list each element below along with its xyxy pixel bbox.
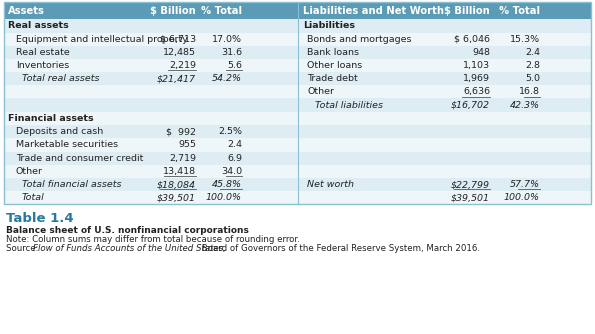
- Text: 13,418: 13,418: [163, 167, 196, 176]
- Text: Equipment and intellectual property: Equipment and intellectual property: [16, 35, 188, 44]
- Bar: [4, 46, 298, 59]
- Text: 12,485: 12,485: [163, 48, 196, 57]
- Text: Real assets: Real assets: [8, 21, 69, 30]
- Bar: [4, 191, 298, 204]
- Text: Assets: Assets: [8, 5, 45, 15]
- Bar: [298, 152, 591, 165]
- Text: 5.0: 5.0: [525, 74, 540, 83]
- Text: Other: Other: [307, 88, 334, 97]
- Text: $ Billion: $ Billion: [151, 5, 196, 15]
- Text: $ Billion: $ Billion: [444, 5, 490, 15]
- Text: Source:: Source:: [6, 244, 41, 253]
- Text: 6.9: 6.9: [227, 154, 242, 163]
- Text: Trade and consumer credit: Trade and consumer credit: [16, 154, 143, 163]
- Text: % Total: % Total: [499, 5, 540, 15]
- Bar: [4, 72, 298, 85]
- Bar: [4, 32, 298, 46]
- Text: Total financial assets: Total financial assets: [22, 180, 121, 189]
- Text: 2.5%: 2.5%: [218, 127, 242, 136]
- Bar: [298, 99, 591, 112]
- Bar: [298, 178, 591, 191]
- Text: 17.0%: 17.0%: [212, 35, 242, 44]
- Bar: [4, 2, 591, 204]
- Text: Liabilities: Liabilities: [303, 21, 355, 30]
- Text: Total real assets: Total real assets: [22, 74, 99, 83]
- Bar: [4, 138, 298, 152]
- Bar: [4, 2, 591, 19]
- Text: Table 1.4: Table 1.4: [6, 212, 74, 225]
- Bar: [4, 19, 298, 32]
- Bar: [298, 138, 591, 152]
- Text: 42.3%: 42.3%: [510, 101, 540, 110]
- Text: 948: 948: [472, 48, 490, 57]
- Text: Bank loans: Bank loans: [307, 48, 359, 57]
- Bar: [4, 59, 298, 72]
- Text: $39,501: $39,501: [157, 193, 196, 202]
- Bar: [4, 125, 298, 138]
- Text: 57.7%: 57.7%: [510, 180, 540, 189]
- Text: $22,799: $22,799: [451, 180, 490, 189]
- Text: 2.4: 2.4: [227, 141, 242, 150]
- Text: 100.0%: 100.0%: [206, 193, 242, 202]
- Text: % Total: % Total: [201, 5, 242, 15]
- Text: Board of Governors of the Federal Reserve System, March 2016.: Board of Governors of the Federal Reserv…: [199, 244, 480, 253]
- Bar: [298, 72, 591, 85]
- Text: Trade debt: Trade debt: [307, 74, 358, 83]
- Bar: [298, 191, 591, 204]
- Text: Real estate: Real estate: [16, 48, 70, 57]
- Text: 1,103: 1,103: [463, 61, 490, 70]
- Text: 45.8%: 45.8%: [212, 180, 242, 189]
- Text: 34.0: 34.0: [221, 167, 242, 176]
- Bar: [298, 19, 591, 32]
- Text: 5.6: 5.6: [227, 61, 242, 70]
- Text: $ 6,046: $ 6,046: [454, 35, 490, 44]
- Text: Inventories: Inventories: [16, 61, 69, 70]
- Bar: [4, 178, 298, 191]
- Text: 100.0%: 100.0%: [504, 193, 540, 202]
- Bar: [4, 112, 298, 125]
- Text: $  992: $ 992: [166, 127, 196, 136]
- Bar: [298, 125, 591, 138]
- Text: Bonds and mortgages: Bonds and mortgages: [307, 35, 412, 44]
- Text: Financial assets: Financial assets: [8, 114, 93, 123]
- Text: Total liabilities: Total liabilities: [315, 101, 383, 110]
- Bar: [298, 32, 591, 46]
- Bar: [298, 85, 591, 99]
- Text: Other: Other: [16, 167, 43, 176]
- Text: $18,084: $18,084: [157, 180, 196, 189]
- Text: 2,719: 2,719: [169, 154, 196, 163]
- Bar: [4, 152, 298, 165]
- Text: 2.4: 2.4: [525, 48, 540, 57]
- Text: 2,219: 2,219: [169, 61, 196, 70]
- Text: $16,702: $16,702: [451, 101, 490, 110]
- Text: Flow of Funds Accounts of the United States,: Flow of Funds Accounts of the United Sta…: [33, 244, 226, 253]
- Text: 31.6: 31.6: [221, 48, 242, 57]
- Text: Other loans: Other loans: [307, 61, 362, 70]
- Text: 1,969: 1,969: [463, 74, 490, 83]
- Bar: [4, 165, 298, 178]
- Text: Deposits and cash: Deposits and cash: [16, 127, 104, 136]
- Text: 2.8: 2.8: [525, 61, 540, 70]
- Text: 15.3%: 15.3%: [510, 35, 540, 44]
- Text: $ 6,713: $ 6,713: [160, 35, 196, 44]
- Text: 955: 955: [178, 141, 196, 150]
- Text: $21,417: $21,417: [157, 74, 196, 83]
- Text: Note: Column sums may differ from total because of rounding error.: Note: Column sums may differ from total …: [6, 235, 300, 244]
- Bar: [4, 99, 298, 112]
- Text: 16.8: 16.8: [519, 88, 540, 97]
- Text: 54.2%: 54.2%: [212, 74, 242, 83]
- Text: Marketable securities: Marketable securities: [16, 141, 118, 150]
- Text: Balance sheet of U.S. nonfinancial corporations: Balance sheet of U.S. nonfinancial corpo…: [6, 226, 249, 235]
- Text: 6,636: 6,636: [463, 88, 490, 97]
- Text: Liabilities and Net Worth: Liabilities and Net Worth: [303, 5, 444, 15]
- Text: Total: Total: [22, 193, 45, 202]
- Text: $39,501: $39,501: [451, 193, 490, 202]
- Text: Net worth: Net worth: [307, 180, 354, 189]
- Bar: [298, 59, 591, 72]
- Bar: [298, 165, 591, 178]
- Bar: [298, 112, 591, 125]
- Bar: [4, 85, 298, 99]
- Bar: [298, 46, 591, 59]
